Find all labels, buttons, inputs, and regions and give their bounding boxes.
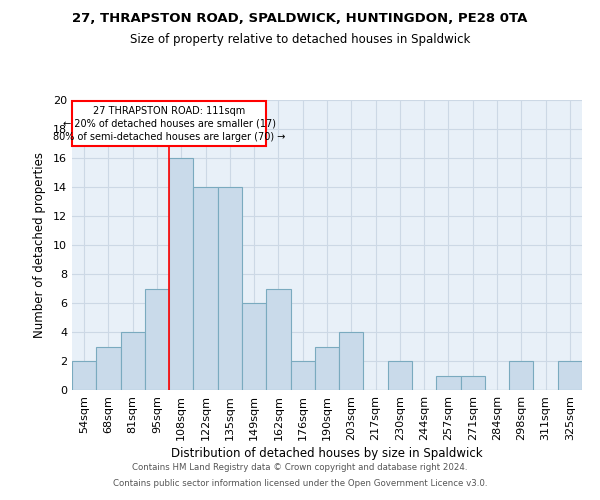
Text: Contains HM Land Registry data © Crown copyright and database right 2024.: Contains HM Land Registry data © Crown c… [132, 464, 468, 472]
Bar [145, 288, 169, 390]
Text: Contains public sector information licensed under the Open Government Licence v3: Contains public sector information licen… [113, 478, 487, 488]
X-axis label: Distribution of detached houses by size in Spaldwick: Distribution of detached houses by size … [171, 447, 483, 460]
Bar [169, 158, 193, 390]
Bar [315, 346, 339, 390]
Bar [509, 361, 533, 390]
Bar [121, 332, 145, 390]
Bar [72, 361, 96, 390]
Bar [339, 332, 364, 390]
Text: 27, THRAPSTON ROAD, SPALDWICK, HUNTINGDON, PE28 0TA: 27, THRAPSTON ROAD, SPALDWICK, HUNTINGDO… [73, 12, 527, 26]
Bar [242, 303, 266, 390]
Text: ← 20% of detached houses are smaller (17): ← 20% of detached houses are smaller (17… [62, 119, 275, 129]
Text: Size of property relative to detached houses in Spaldwick: Size of property relative to detached ho… [130, 32, 470, 46]
Bar [290, 361, 315, 390]
FancyBboxPatch shape [72, 100, 266, 146]
Bar [266, 288, 290, 390]
Text: 27 THRAPSTON ROAD: 111sqm: 27 THRAPSTON ROAD: 111sqm [93, 106, 245, 116]
Bar [218, 187, 242, 390]
Bar [96, 346, 121, 390]
Y-axis label: Number of detached properties: Number of detached properties [33, 152, 46, 338]
Bar [461, 376, 485, 390]
Bar [193, 187, 218, 390]
Bar [388, 361, 412, 390]
Bar [558, 361, 582, 390]
Text: 80% of semi-detached houses are larger (70) →: 80% of semi-detached houses are larger (… [53, 132, 286, 142]
Bar [436, 376, 461, 390]
